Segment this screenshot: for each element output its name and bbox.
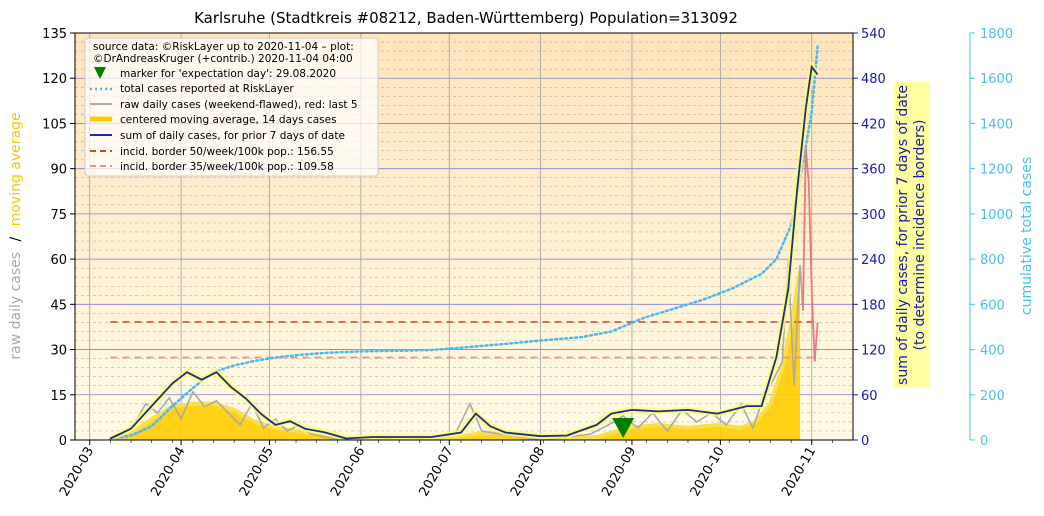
y-right1-tick-label: 480 <box>861 72 886 87</box>
y-left-tick-label: 15 <box>50 389 67 404</box>
x-tick-label: 2020-06 <box>328 445 368 500</box>
plot-frame <box>74 32 854 441</box>
legend-entry-sum7: sum of daily cases, for prior 7 days of … <box>120 130 345 142</box>
y-right1-tick-label: 420 <box>861 117 886 132</box>
y-left-axis-label: raw daily cases / moving average <box>8 112 24 359</box>
x-tick-label: 2020-10 <box>688 445 728 500</box>
y-right2-tick-label: 1200 <box>980 163 1013 178</box>
moving-average-area <box>109 270 802 440</box>
legend-source-line1: source data: ©RiskLayer up to 2020-11-04… <box>93 41 354 53</box>
x-tick-label: 2020-05 <box>237 445 277 500</box>
y-right2-tick-label: 1600 <box>980 72 1013 87</box>
legend-entry-raw: raw daily cases (weekend-flawed), red: l… <box>120 99 358 111</box>
y-right2-tick-label: 800 <box>980 253 1005 268</box>
moving-average-line <box>109 270 802 440</box>
legend-entry-incid50: incid. border 50/week/100k pop.: 156.55 <box>120 146 334 158</box>
y-left-tick-label: 60 <box>50 253 67 268</box>
y-right1-tick-label: 120 <box>861 344 886 359</box>
y-right1-label-line1: sum of daily cases, for prior 7 days of … <box>895 85 911 385</box>
legend-entry-incid35: incid. border 35/week/100k pop.: 109.58 <box>120 161 334 173</box>
x-tick-label: 2020-07 <box>417 445 457 500</box>
legend: source data: ©RiskLayer up to 2020-11-04… <box>84 37 379 177</box>
y-left-tick-label: 90 <box>50 163 67 178</box>
x-tick-label: 2020-11 <box>779 445 819 500</box>
grid-lines <box>75 33 853 440</box>
y-left-label-raw: raw daily cases <box>8 252 24 360</box>
x-tick-label: 2020-09 <box>599 445 639 500</box>
right1-label-box <box>894 82 930 388</box>
y-left-ticks: 0 15 30 45 60 75 90 105 120 135 <box>42 27 75 449</box>
series-lines <box>109 45 820 440</box>
legend-entry-total: total cases reported at RiskLayer <box>120 83 294 95</box>
x-tick-label: 2020-08 <box>508 445 548 500</box>
y-right2-tick-label: 1400 <box>980 117 1013 132</box>
y-left-tick-label: 135 <box>42 27 67 42</box>
legend-box <box>84 37 379 177</box>
y-right1-tick-label: 540 <box>861 27 886 42</box>
raw-last5-line <box>802 147 819 362</box>
y-right1-tick-label: 60 <box>861 389 878 404</box>
y-right1-tick-label: 300 <box>861 208 886 223</box>
y-right1-tick-label: 240 <box>861 253 886 268</box>
legend-entry-avg: centered moving average, 14 days cases <box>120 114 337 126</box>
raw-daily-line <box>110 259 804 440</box>
y-left-tick-label: 75 <box>50 208 67 223</box>
expectation-day-marker <box>612 418 635 438</box>
x-axis-ticks: 2020-03 2020-04 2020-05 2020-06 2020-07 2020-… <box>57 440 833 500</box>
y-left-tick-label: 45 <box>50 298 67 313</box>
legend-marker-icon <box>94 67 106 79</box>
y-left-tick-label: 105 <box>42 117 67 132</box>
legend-entry-marker: marker for 'expectation day': 29.08.2020 <box>120 68 336 80</box>
chart-title: Karlsruhe (Stadtkreis #08212, Baden-Würt… <box>194 9 738 27</box>
y-right1-label-line2: (to determine incidence borders) <box>912 120 928 351</box>
y-right1-ticks: 0 60 120 180 240 300 360 420 480 540 <box>853 27 886 449</box>
moving-average-fill <box>110 271 800 440</box>
y-right2-tick-label: 400 <box>980 344 1005 359</box>
y-left-tick-label: 0 <box>59 434 67 449</box>
y-right2-ticks: 0 200 400 600 800 1000 1200 1400 1600 1800 <box>970 27 1013 449</box>
legend-source-line2: ©DrAndreasKruger (+contrib.) 2020-11-04 … <box>93 53 353 65</box>
y-left-tick-label: 30 <box>50 344 67 359</box>
y-left-tick-label: 120 <box>42 72 67 87</box>
y-left-label-avg: moving average <box>8 112 24 226</box>
y-right2-tick-label: 0 <box>980 434 988 449</box>
sum7-line <box>110 64 819 440</box>
y-right1-tick-label: 360 <box>861 163 886 178</box>
y-right1-tick-label: 0 <box>861 434 869 449</box>
x-tick-label: 2020-04 <box>148 445 188 500</box>
y-right2-tick-label: 600 <box>980 298 1005 313</box>
y-right2-tick-label: 1000 <box>980 208 1013 223</box>
y-right2-tick-label: 1800 <box>980 27 1013 42</box>
x-tick-label: 2020-03 <box>57 445 97 500</box>
y-left-label-sep: / <box>8 236 24 241</box>
y-right2-tick-label: 200 <box>980 389 1005 404</box>
y-right2-label: cumulative total cases <box>1019 157 1035 315</box>
y-right1-tick-label: 180 <box>861 298 886 313</box>
